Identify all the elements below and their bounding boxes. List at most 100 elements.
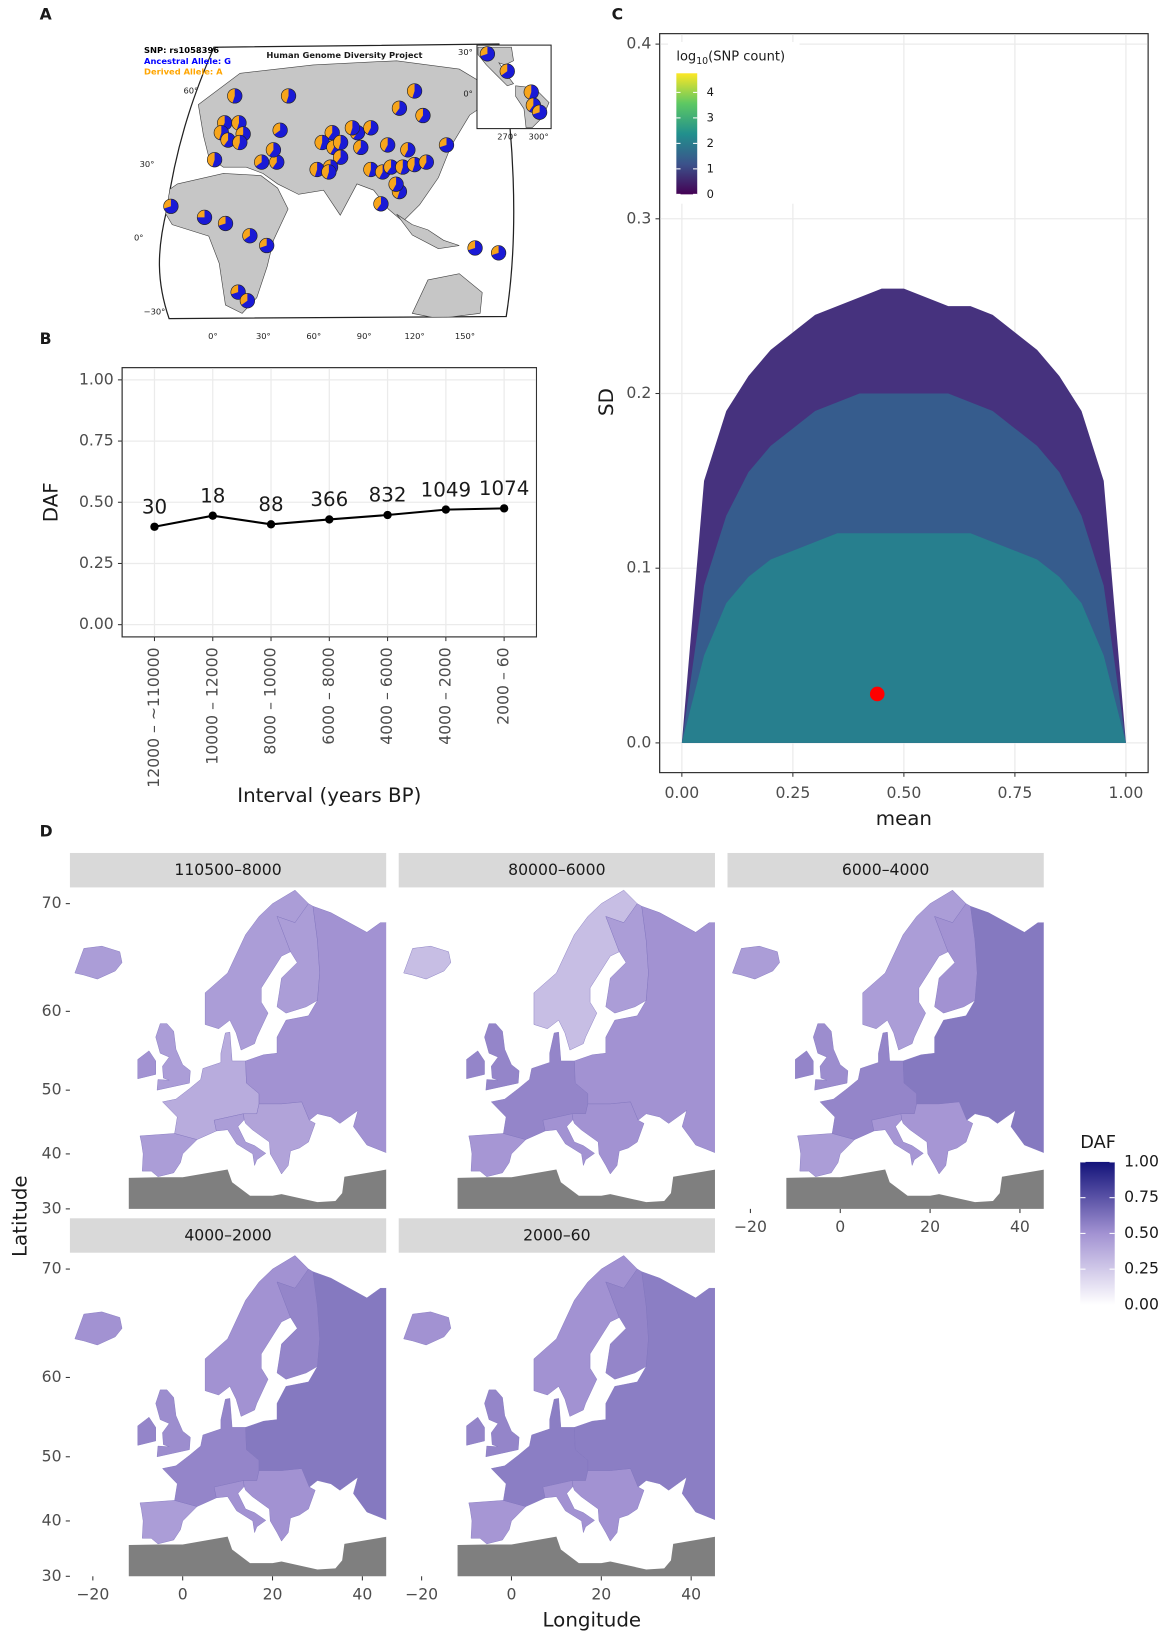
pie-derived — [214, 125, 222, 140]
pie-outline — [206, 152, 223, 168]
pie-derived — [373, 196, 381, 210]
pie-derived — [321, 164, 329, 179]
pie-derived — [380, 137, 388, 152]
colorbar-tick-label: 3 — [707, 110, 714, 124]
pie-outline — [239, 293, 255, 309]
colorbar-title-part: (SNP count) — [708, 49, 785, 64]
pie-derived — [480, 46, 488, 57]
pie-derived — [197, 210, 205, 218]
region — [213, 1480, 267, 1534]
point — [325, 515, 334, 524]
pie-outline — [418, 154, 434, 170]
panel-a: A Human Genome Diversity Project SNP: rs1… — [40, 4, 552, 341]
y-tick-label: 0.75 — [79, 431, 114, 450]
pie-derived — [395, 159, 403, 175]
pie-derived — [207, 152, 215, 167]
pie-derived — [523, 84, 532, 100]
y-tick-label: 70 — [42, 893, 62, 912]
x-tick-label: 0 — [178, 1585, 188, 1604]
region — [542, 1480, 595, 1534]
panel-d: D 110500–8000 30 40 50 60 70 80000–6000 6000–40… — [8, 822, 1159, 1632]
sample-size-label: 1049 — [421, 478, 471, 501]
sample-size-label: 1074 — [479, 477, 529, 500]
region — [797, 1133, 856, 1177]
region — [276, 903, 320, 1014]
pie-derived — [363, 162, 371, 177]
x-tick-label: 90° — [357, 331, 372, 341]
pie-outline — [254, 154, 270, 170]
x-tick-label: −20 — [734, 1217, 767, 1236]
inset-x-tick-label: 270° — [497, 131, 517, 141]
x-tick-label: 40 — [681, 1585, 701, 1604]
x-tick-label: 8000 – 10000 — [261, 647, 280, 754]
x-tick-label: 12000 – ~110000 — [144, 647, 163, 787]
legend-entry: Ancestral Allele: G — [144, 56, 231, 66]
pie-derived — [363, 120, 371, 135]
panel-label: C — [612, 4, 623, 23]
region — [245, 1271, 387, 1520]
pie-derived — [230, 284, 239, 295]
region — [204, 1255, 309, 1417]
region — [484, 1389, 520, 1458]
background-land — [128, 1536, 387, 1577]
y-tick-label: 0.1 — [626, 558, 651, 577]
colorbar-tick-label: 1 — [707, 161, 714, 175]
pie-outline — [321, 164, 337, 180]
x-tick-label: 4000 – 2000 — [435, 647, 454, 744]
region — [732, 945, 780, 980]
panel-label: D — [40, 822, 53, 841]
x-tick-label: 0° — [208, 331, 217, 341]
pie-outline — [373, 196, 389, 212]
legend-tick-label: 0.75 — [1124, 1187, 1159, 1206]
region — [533, 1255, 638, 1417]
point — [208, 511, 217, 520]
x-axis-title: Interval (years BP) — [237, 784, 421, 807]
x-tick-label: 0.25 — [775, 783, 810, 802]
pie-outline — [406, 83, 423, 99]
region — [139, 1500, 198, 1545]
pie-outline — [242, 228, 258, 244]
x-tick-label: 0 — [835, 1217, 845, 1236]
legend-tick-label: 0.50 — [1124, 1223, 1159, 1242]
facet-title: 80000–6000 — [508, 860, 605, 879]
y-tick-label: 0.0 — [626, 732, 651, 751]
facet-strip — [398, 1218, 715, 1253]
background-land — [786, 1169, 1044, 1209]
pie-derived — [266, 142, 274, 156]
y-axis-title: Latitude — [8, 1175, 31, 1257]
pie-outline — [280, 88, 297, 104]
point — [383, 510, 392, 520]
region — [466, 1050, 485, 1080]
pie-derived — [467, 240, 476, 251]
panel-label: A — [40, 4, 53, 23]
background-land — [128, 1169, 387, 1209]
pie-outline — [232, 134, 248, 151]
background-land — [457, 1169, 715, 1209]
pie-derived — [388, 176, 397, 191]
panel-c: C 0.0 0.1 0.2 0.3 0.4 0.00 0.25 0.50 0.75 1.00 mea… — [595, 4, 1149, 830]
region — [155, 1389, 191, 1458]
y-tick-label: 70 — [42, 1259, 62, 1278]
x-tick-label: 20 — [591, 1585, 611, 1604]
point — [150, 522, 159, 531]
x-tick-label: 6000 – 8000 — [319, 647, 338, 744]
region — [468, 1500, 527, 1545]
pie-outline — [272, 122, 288, 138]
y-tick-label: 30 — [42, 1198, 62, 1217]
colorbar-tick-label: 4 — [707, 85, 714, 99]
x-tick-label: 0.00 — [664, 783, 699, 802]
point — [441, 505, 451, 514]
x-tick-label: 4000 – 6000 — [377, 647, 396, 744]
facet-map — [732, 889, 1044, 1209]
colorbar-title-part: log — [676, 49, 696, 64]
colorbar-title-part: 10 — [696, 55, 708, 66]
pie-derived — [163, 199, 171, 209]
pie-outline — [391, 100, 408, 116]
legend-entry: SNP: rs1058396 — [144, 45, 219, 55]
y-tick-label: 1.00 — [79, 369, 114, 388]
pie-outline — [531, 104, 548, 120]
y-tick-label: 40 — [42, 1143, 62, 1162]
region — [934, 903, 978, 1014]
x-axis-title: mean — [876, 807, 932, 830]
pie-outline — [353, 139, 369, 156]
